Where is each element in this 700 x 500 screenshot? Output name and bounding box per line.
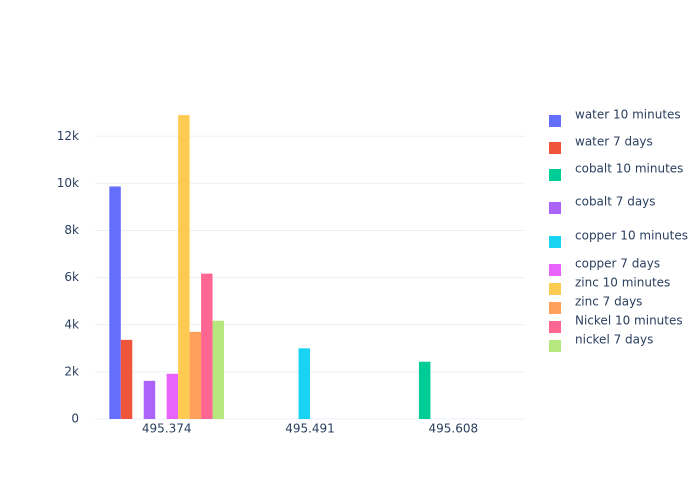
bar bbox=[109, 186, 121, 419]
x-tick-label: 495.374 bbox=[142, 422, 192, 436]
y-tick-label: 10k bbox=[57, 176, 79, 190]
bar bbox=[298, 348, 310, 419]
legend-label: cobalt 10 minutes bbox=[575, 162, 683, 176]
legend-label: cobalt 7 days bbox=[575, 195, 656, 209]
y-tick-label: 8k bbox=[64, 223, 79, 237]
bar bbox=[212, 320, 224, 419]
legend-swatch bbox=[549, 302, 561, 314]
legend-swatch bbox=[549, 321, 561, 333]
y-tick-label: 12k bbox=[57, 129, 79, 143]
bar bbox=[143, 380, 156, 419]
legend-label: zinc 7 days bbox=[575, 295, 642, 309]
legend-swatch bbox=[549, 283, 561, 295]
legend-swatch bbox=[549, 264, 561, 276]
legend-label: water 7 days bbox=[575, 135, 653, 149]
y-tick-label: 4k bbox=[64, 317, 79, 331]
bar bbox=[201, 273, 213, 419]
legend-label: copper 7 days bbox=[575, 257, 660, 271]
legend-swatch bbox=[549, 236, 561, 248]
bar bbox=[166, 373, 179, 419]
bar bbox=[120, 339, 133, 419]
legend-label: Nickel 10 minutes bbox=[575, 314, 683, 328]
bar bbox=[418, 361, 431, 419]
legend-label: zinc 10 minutes bbox=[575, 276, 670, 290]
legend-swatch bbox=[549, 340, 561, 352]
y-tick-label: 6k bbox=[64, 270, 79, 284]
legend-swatch bbox=[549, 169, 561, 181]
legend-label: copper 10 minutes bbox=[575, 229, 688, 243]
x-tick-label: 495.491 bbox=[285, 422, 335, 436]
y-tick-label: 2k bbox=[64, 364, 79, 378]
legend-swatch bbox=[549, 202, 561, 214]
legend-label: water 10 minutes bbox=[575, 108, 681, 122]
x-tick-label: 495.608 bbox=[429, 422, 479, 436]
legend-label: nickel 7 days bbox=[575, 333, 653, 347]
y-tick-label: 0 bbox=[71, 412, 79, 426]
legend-swatch bbox=[549, 115, 561, 127]
bar bbox=[178, 115, 190, 420]
legend-swatch bbox=[549, 142, 561, 154]
bar bbox=[189, 331, 202, 419]
